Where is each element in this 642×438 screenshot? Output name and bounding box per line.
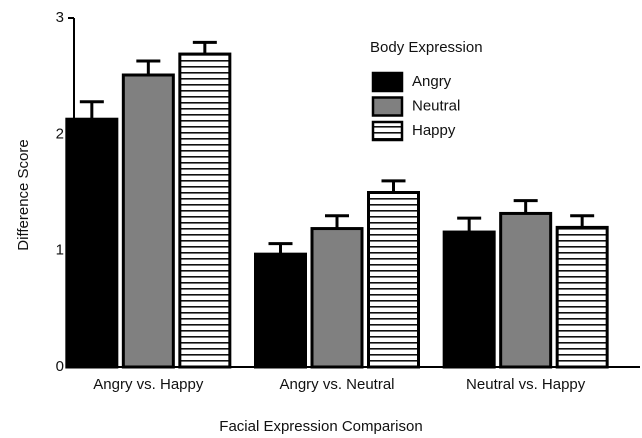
legend-swatch	[371, 71, 404, 93]
x-tick-label: Angry vs. Neutral	[279, 376, 394, 393]
x-tick-label: Angry vs. Happy	[93, 376, 204, 393]
legend-title: Body Expression	[370, 39, 483, 56]
y-axis-label: Difference Score	[15, 139, 32, 250]
bar	[310, 227, 364, 369]
y-tick-label: 3	[56, 9, 64, 26]
bar	[555, 225, 609, 369]
bar	[499, 211, 553, 369]
x-axis-label: Facial Expression Comparison	[219, 418, 422, 435]
legend-label: Angry	[412, 73, 452, 90]
legend-label: Neutral	[412, 97, 460, 114]
bar	[121, 73, 175, 369]
y-tick-label: 0	[56, 358, 64, 375]
bar	[367, 191, 420, 369]
legend-label: Happy	[412, 122, 456, 139]
y-tick-label: 2	[56, 125, 64, 142]
legend-swatch	[371, 120, 404, 142]
bar	[254, 252, 307, 369]
y-tick-label: 1	[56, 242, 64, 259]
legend-swatch	[371, 96, 404, 117]
bar	[178, 52, 232, 369]
bar	[442, 230, 496, 369]
x-tick-label: Neutral vs. Happy	[466, 376, 586, 393]
